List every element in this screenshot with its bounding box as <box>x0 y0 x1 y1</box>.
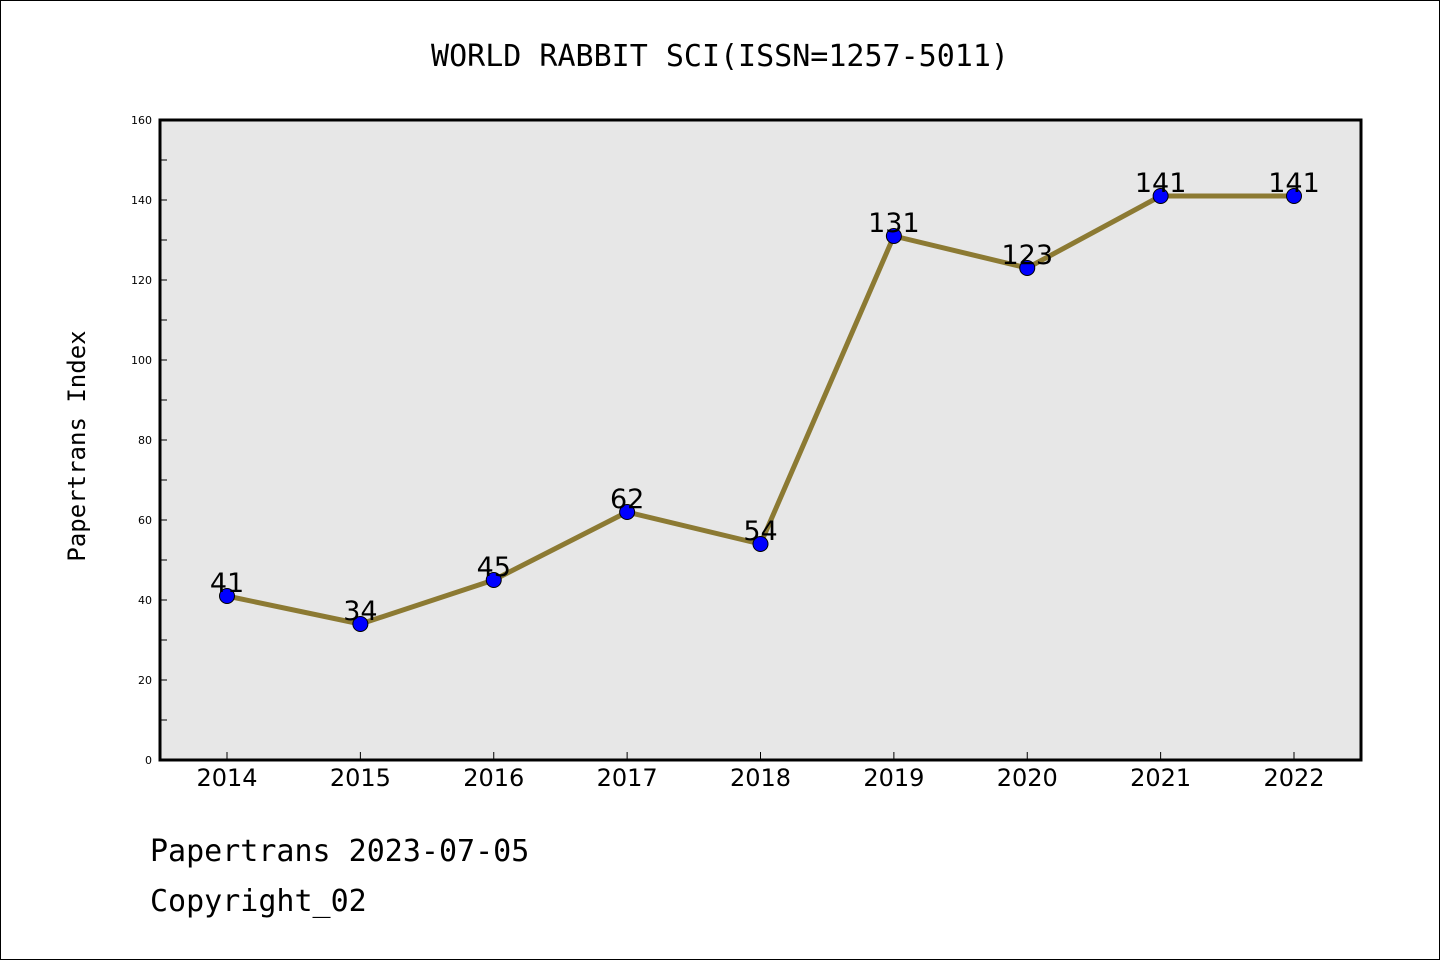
y-tick-label: 160 <box>131 114 152 127</box>
x-axis: 2014 2015 2016 2017 2018 2019 2020 2021 2022 <box>196 752 1325 792</box>
y-tick-label: 120 <box>131 274 152 287</box>
y-tick-label: 0 <box>145 754 152 767</box>
data-point <box>1019 260 1036 276</box>
x-tick-label: 2019 <box>863 764 924 792</box>
data-label: 34 <box>343 596 377 627</box>
y-tick-label: 140 <box>131 194 152 207</box>
x-tick-label: 2018 <box>730 764 791 792</box>
footer-copyright-text: Copyright_02 <box>150 884 367 919</box>
y-tick-label: 100 <box>131 354 152 367</box>
x-tick-label: 2022 <box>1263 764 1324 792</box>
x-tick-label: 2016 <box>463 764 524 792</box>
y-axis: 0 20 40 60 80 100 120 140 160 <box>131 114 167 767</box>
data-point <box>885 228 902 244</box>
data-point <box>485 572 502 588</box>
data-label: 141 <box>1268 168 1320 199</box>
y-tick-label: 60 <box>138 514 152 527</box>
data-label: 45 <box>477 552 511 583</box>
data-label: 131 <box>868 208 920 239</box>
x-tick-label: 2017 <box>597 764 658 792</box>
plot-area <box>158 118 1363 762</box>
data-labels: 41 34 45 62 54 131 123 141 141 <box>210 168 1320 627</box>
data-point <box>219 588 235 604</box>
data-point <box>352 616 369 632</box>
y-tick-label: 40 <box>138 594 152 607</box>
footer-date-text: Papertrans 2023-07-05 <box>150 834 530 869</box>
data-point <box>752 536 769 552</box>
x-tick-label: 2015 <box>330 764 391 792</box>
x-tick-label: 2014 <box>196 764 257 792</box>
x-tick-label: 2021 <box>1130 764 1191 792</box>
data-point <box>1286 188 1302 204</box>
y-axis-label: Papertrans Index <box>63 330 91 561</box>
data-label: 62 <box>610 484 644 515</box>
data-label: 54 <box>743 516 777 547</box>
y-tick-label: 80 <box>138 434 152 447</box>
data-points <box>219 188 1302 632</box>
data-point <box>1152 188 1169 204</box>
x-tick-label: 2020 <box>997 764 1058 792</box>
data-label: 141 <box>1135 168 1187 199</box>
y-tick-label: 20 <box>138 674 152 687</box>
data-label: 123 <box>1001 240 1053 271</box>
data-point <box>619 504 636 520</box>
data-label: 41 <box>210 568 244 599</box>
chart-title: WORLD RABBIT SCI(ISSN=1257-5011) <box>431 39 1009 74</box>
